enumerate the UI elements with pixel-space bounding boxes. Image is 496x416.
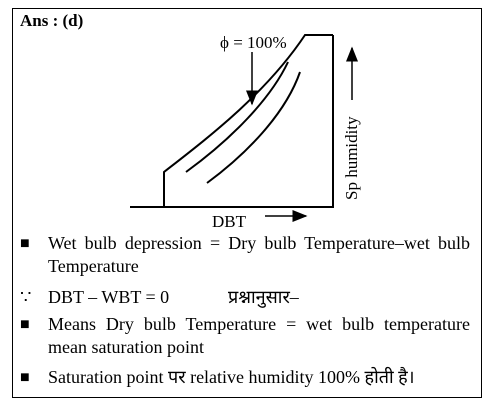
point-text: Means Dry bulb Temperature = wet bulb te… <box>48 314 470 357</box>
point-text: Saturation point पर relative humidity 10… <box>48 367 415 387</box>
point-text: DBT – WBT = 0 <box>48 287 170 307</box>
x-axis-label: DBT <box>212 212 247 231</box>
point-note: प्रश्नानुसार– <box>228 287 299 307</box>
curve-label: ϕ = 100% <box>220 33 287 52</box>
bullet: ■ <box>20 235 30 252</box>
answer-box <box>12 8 482 398</box>
rh-curve <box>185 61 289 173</box>
y-axis-label: Sp humidity <box>342 116 361 200</box>
point-text: Wet bulb depression = Dry bulb Temperatu… <box>48 233 470 276</box>
answer-label: Ans : (d) <box>20 11 84 30</box>
bullet: ■ <box>20 369 30 386</box>
rh-curve <box>206 71 301 184</box>
bullet: ■ <box>20 316 30 333</box>
saturation-curve <box>163 34 333 207</box>
because-sign: ∵ <box>20 287 32 307</box>
